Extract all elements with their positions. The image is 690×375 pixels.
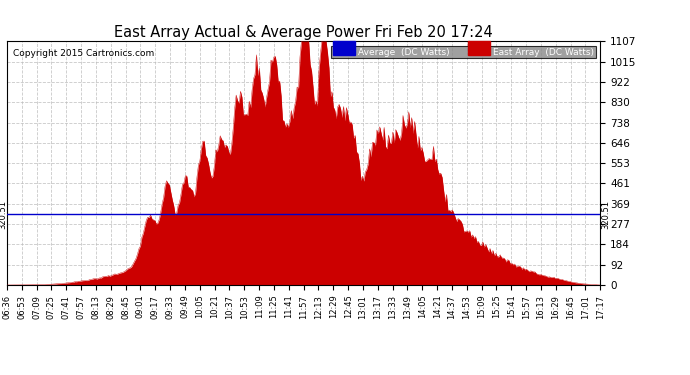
Text: 320.51: 320.51 (601, 200, 610, 229)
Legend: Average  (DC Watts), East Array  (DC Watts): Average (DC Watts), East Array (DC Watts… (331, 46, 595, 58)
Title: East Array Actual & Average Power Fri Feb 20 17:24: East Array Actual & Average Power Fri Fe… (115, 25, 493, 40)
Text: Copyright 2015 Cartronics.com: Copyright 2015 Cartronics.com (13, 49, 154, 58)
Text: 320.51: 320.51 (0, 200, 7, 229)
